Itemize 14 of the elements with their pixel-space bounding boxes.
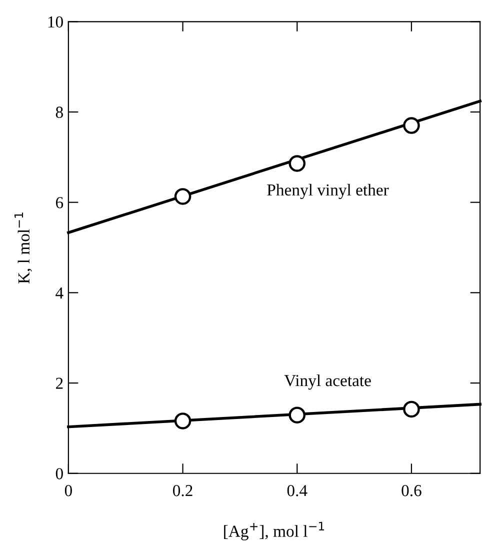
x-axis-title: [Ag$^{+}$], mol l$^{−1}$ (224, 522, 324, 540)
x-tick-label: 0 (64, 484, 72, 496)
x-tick-label: 0.6 (402, 484, 422, 496)
x-tick-label: 0.2 (173, 484, 192, 496)
series-label: Phenyl vinyl ether (267, 184, 389, 200)
y-tick-label: 4 (56, 287, 64, 298)
y-tick-label: 10 (48, 16, 63, 28)
y-tick-label: 2 (56, 378, 63, 389)
y-axis-title: K, l mol$^{−1}$ (14, 212, 32, 284)
y-tick-label: 0 (56, 468, 63, 480)
series-label: Vinyl acetate (284, 374, 371, 390)
y-tick-label: 8 (56, 106, 63, 118)
y-tick-label: 6 (56, 197, 64, 208)
x-tick-label: 0.4 (287, 484, 308, 496)
